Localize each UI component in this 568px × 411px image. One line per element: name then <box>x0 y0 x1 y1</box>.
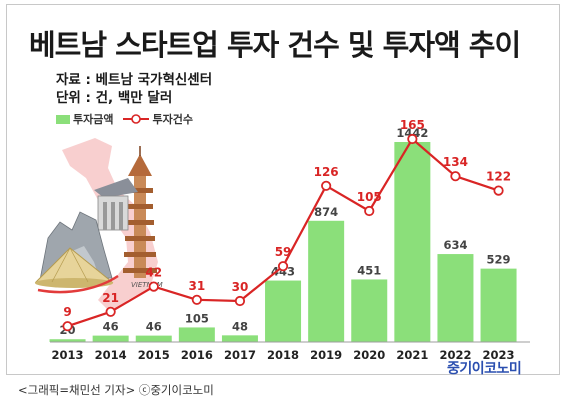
legend-line-swatch <box>123 114 150 124</box>
x-tick-label: 2014 <box>95 348 127 362</box>
pagoda-icon <box>123 146 157 278</box>
line-value-label: 122 <box>486 170 511 184</box>
bar-value-label: 634 <box>443 238 467 252</box>
x-tick-label: 2019 <box>310 348 342 362</box>
line-value-label: 165 <box>400 118 425 132</box>
graphic-credit: <그래픽=채민선 기자> ⓒ중기이코노미 <box>18 383 214 397</box>
bar-value-label: 46 <box>103 320 119 334</box>
legend-bar-label: 투자금액 <box>73 113 114 126</box>
x-tick-label: 2023 <box>483 348 515 362</box>
line-marker-2020 <box>364 205 375 217</box>
bar-value-label: 105 <box>185 311 209 325</box>
legend: 투자금액 투자건수 <box>56 111 193 127</box>
line-value-label: 30 <box>232 280 249 294</box>
line-value-label: 21 <box>102 291 119 305</box>
bar-value-label: 443 <box>271 265 295 279</box>
vietnam-label: VIETNAM <box>131 281 163 289</box>
line-marker-2018 <box>277 261 289 272</box>
bar-2021 <box>394 142 431 342</box>
line-value-label: 42 <box>145 266 162 280</box>
line-value-label: 31 <box>188 279 205 293</box>
line-marker-2013 <box>62 321 73 332</box>
line-marker-2022 <box>450 171 461 182</box>
line-value-label: 59 <box>275 245 292 259</box>
line-marker-2015 <box>148 281 159 292</box>
bar-2020 <box>351 279 388 342</box>
x-tick-label: 2021 <box>396 348 428 362</box>
line-value-label: 9 <box>63 305 71 319</box>
x-tick-label: 2015 <box>138 348 170 362</box>
conical-hat-icon <box>34 247 114 288</box>
brand-logo: 중기이코노미 <box>447 361 522 377</box>
legend-line-label: 투자건수 <box>152 113 193 126</box>
bar-value-label: 874 <box>314 205 338 219</box>
x-tick-label: 2016 <box>181 348 213 362</box>
vietnam-illustration: VIETNAM <box>34 138 163 312</box>
bar-2015 <box>135 335 172 342</box>
line-marker-2019 <box>321 180 332 191</box>
line-marker-2014 <box>105 306 116 317</box>
bar-2022 <box>437 254 474 342</box>
line-marker-2023 <box>493 185 504 196</box>
line-marker-2017 <box>234 295 246 307</box>
x-tick-label: 2022 <box>439 348 471 362</box>
unit-label: 단위 : 건, 백만 달러 <box>56 90 173 106</box>
bar-2018 <box>265 280 302 342</box>
bar-value-label: 451 <box>357 263 381 277</box>
line-marker-2021 <box>407 133 418 145</box>
bar-value-label: 529 <box>487 253 511 267</box>
line-value-label: 105 <box>357 190 382 204</box>
x-tick-label: 2017 <box>224 348 256 362</box>
bar-2023 <box>480 268 517 342</box>
bar-2017 <box>221 335 258 342</box>
x-tick-label: 2013 <box>52 348 84 362</box>
bar-2016 <box>178 327 215 342</box>
bar-value-label: 1442 <box>396 126 428 140</box>
chart-title: 베트남 스타트업 투자 건수 및 투자액 추이 <box>29 28 521 62</box>
bar-2014 <box>92 335 129 342</box>
line-value-label: 134 <box>443 155 468 169</box>
line-value-label: 126 <box>314 165 339 179</box>
line-marker-2016 <box>191 294 202 305</box>
x-tick-label: 2018 <box>267 348 299 362</box>
bar-value-label: 48 <box>232 319 248 333</box>
legend-bar-swatch <box>56 114 70 124</box>
bar-2019 <box>308 220 345 342</box>
bar-2013 <box>49 339 86 342</box>
x-tick-label: 2020 <box>353 348 385 362</box>
bar-value-label: 46 <box>146 320 162 334</box>
source-label: 자료 : 베트남 국가혁신센터 <box>56 72 213 88</box>
temple-icon <box>94 178 138 231</box>
red-ribbon <box>37 274 119 294</box>
